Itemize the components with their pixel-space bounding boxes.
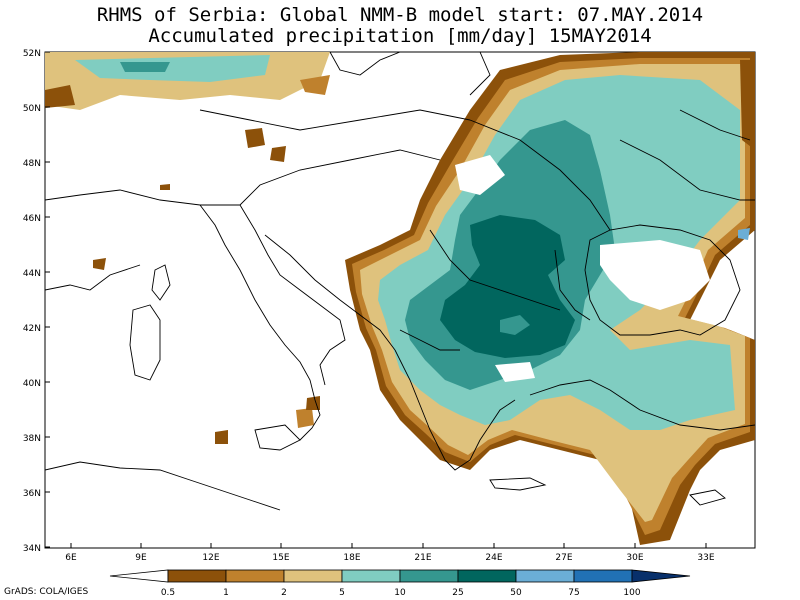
colorbar-segment [457, 569, 517, 583]
lat-label: 52N [23, 49, 41, 59]
colorbar-segment [631, 569, 691, 583]
lon-label: 30E [626, 553, 643, 563]
lat-label: 44N [23, 269, 41, 279]
lon-label: 15E [272, 553, 289, 563]
coastlines [45, 52, 755, 511]
colorbar-label: 0.5 [161, 588, 175, 598]
colorbar-label: 50 [510, 588, 522, 598]
colorbar-segment [225, 569, 285, 583]
colorbar-label: 2 [281, 588, 287, 598]
lat-label: 38N [23, 434, 41, 444]
colorbar-segment [515, 569, 575, 583]
precip-small-patches [93, 128, 320, 444]
lat-label: 34N [23, 544, 41, 554]
precip-region-north [45, 52, 330, 110]
colorbar-segment [573, 569, 633, 583]
lon-label: 18E [343, 553, 360, 563]
lat-label: 46N [23, 214, 41, 224]
colorbar-label: 25 [452, 588, 463, 598]
colorbar-label: 5 [339, 588, 345, 598]
colorbar-segment [109, 569, 169, 583]
precip-region-balkans [345, 52, 755, 545]
lat-label: 40N [23, 379, 41, 389]
lon-label: 6E [65, 553, 77, 563]
lat-ticks [45, 52, 50, 548]
colorbar-segment [341, 569, 401, 583]
map-title-line1: RHMS of Serbia: Global NMM-B model start… [96, 4, 704, 26]
colorbar-label: 1 [223, 588, 229, 598]
lon-label: 27E [555, 553, 572, 563]
lon-label: 21E [414, 553, 431, 563]
lat-label: 50N [23, 104, 41, 114]
lat-label: 48N [23, 159, 41, 169]
colorbar-label: 10 [394, 588, 406, 598]
lon-labels: 6E 9E 12E 15E 18E 21E 24E 27E 30E 33E [65, 553, 715, 563]
lon-label: 24E [485, 553, 502, 563]
colorbar-labels: 0.5 1 2 5 10 25 50 75 100 [161, 588, 641, 598]
colorbar-label: 100 [623, 588, 640, 598]
lon-ticks [70, 543, 707, 548]
lon-label: 33E [697, 553, 714, 563]
lat-label: 42N [23, 324, 41, 334]
colorbar-segment [167, 569, 227, 583]
colorbar-label: 75 [568, 588, 579, 598]
lat-labels: 52N 50N 48N 46N 44N 42N 40N 38N 36N 34N [23, 49, 41, 554]
grads-credit: GrADS: COLA/IGES [4, 587, 89, 597]
colorbar-segment [283, 569, 343, 583]
colorbar-segment [399, 569, 459, 583]
lat-label: 36N [23, 489, 41, 499]
lon-label: 12E [202, 553, 219, 563]
map-title-line2: Accumulated precipitation [mm/day] 15MAY… [148, 25, 652, 47]
lon-label: 9E [135, 553, 147, 563]
colorbar [109, 569, 691, 583]
